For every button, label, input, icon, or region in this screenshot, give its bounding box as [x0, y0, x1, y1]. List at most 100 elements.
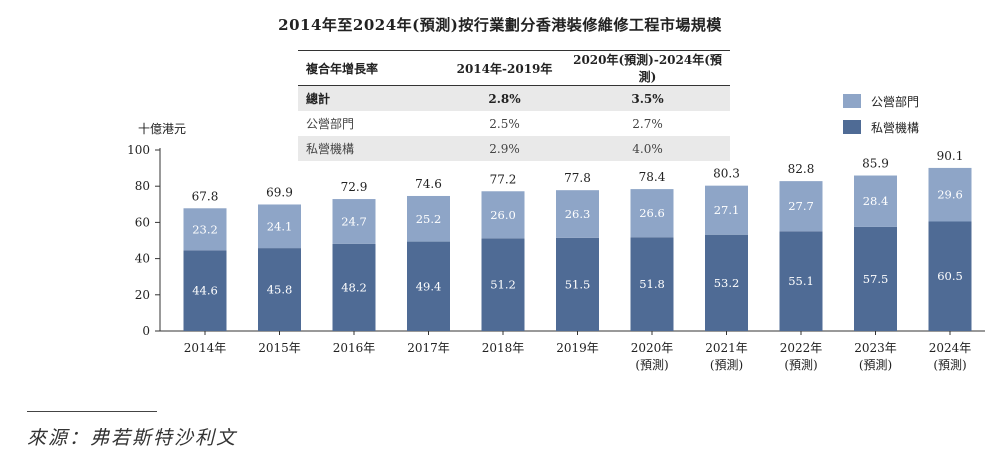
bar-segment-private: [854, 226, 897, 331]
source-note: 來源：弗若斯特沙利文: [27, 427, 238, 449]
x-tick-label: 2018年: [482, 341, 525, 355]
y-tick-label: 60: [135, 215, 150, 229]
value-label-private: 45.8: [267, 283, 293, 297]
bar-segment-public: [332, 199, 376, 244]
x-tick-label: 2019年: [556, 341, 599, 355]
total-label: 67.8: [192, 189, 219, 203]
total-label: 74.6: [415, 177, 442, 191]
bar-segment-private: [705, 234, 748, 331]
bar-segment-public: [705, 185, 748, 235]
bar-segment-private: [258, 248, 301, 331]
cagr-row-public: 公營部門 2.5% 2.7%: [298, 111, 730, 136]
value-label-public: 28.4: [863, 194, 889, 208]
bar-segment-public: [556, 190, 599, 238]
total-label: 72.9: [341, 180, 368, 194]
total-label: 85.9: [862, 157, 889, 171]
bar-segment-public: [183, 208, 227, 251]
value-label-private: 51.2: [490, 278, 516, 292]
value-label-public: 24.7: [341, 214, 367, 228]
value-label-private: 57.5: [863, 272, 889, 286]
value-label-public: 27.1: [714, 203, 740, 217]
bar-segment-public: [481, 191, 525, 239]
value-label-public: 29.6: [937, 188, 963, 202]
y-tick-label: 80: [135, 179, 150, 193]
x-tick-label: (預測): [635, 358, 668, 372]
bar-segment-private: [630, 237, 674, 331]
bar-segment-public: [630, 189, 674, 238]
cagr-table-header: 複合年增長率 2014年-2019年 2020年(預測)-2024年(預測): [298, 50, 730, 86]
value-label-private: 55.1: [788, 274, 814, 288]
total-label: 82.8: [788, 162, 815, 176]
value-label-private: 51.5: [565, 277, 591, 291]
total-label: 69.9: [266, 185, 293, 199]
y-tick-label: 40: [135, 252, 150, 266]
bar-segment-private: [332, 243, 376, 331]
cagr-row-value-2: 3.5%: [565, 85, 730, 111]
value-label-private: 48.2: [341, 280, 367, 294]
total-label: 77.2: [490, 172, 517, 186]
value-label-public: 27.7: [788, 199, 814, 213]
bar-segment-private: [183, 250, 227, 331]
bar-segment-private: [481, 238, 525, 331]
bar-segment-private: [407, 241, 450, 331]
legend-label-private: 私營機構: [871, 120, 920, 135]
value-label-private: 60.5: [937, 269, 963, 283]
value-label-private: 53.2: [714, 276, 740, 290]
chart-legend: 公營部門 私營機構: [843, 92, 919, 144]
cagr-row-total: 總計 2.8% 3.5%: [298, 85, 730, 111]
y-tick-label: 100: [127, 143, 150, 157]
cagr-row-value-1: 2.9%: [444, 136, 565, 161]
total-label: 80.3: [713, 167, 740, 181]
x-tick-label: (預測): [933, 358, 966, 372]
value-label-public: 23.2: [192, 222, 218, 236]
x-tick-label: (預測): [784, 358, 817, 372]
bar-segment-private: [779, 231, 823, 331]
value-label-public: 26.6: [639, 206, 665, 220]
value-label-private: 49.4: [416, 279, 442, 293]
legend-label-public: 公營部門: [871, 94, 920, 109]
cagr-row-value-2: 2.7%: [632, 116, 663, 131]
bar-segment-public: [928, 167, 972, 222]
x-tick-label: 2016年: [333, 341, 376, 355]
x-tick-label: (預測): [710, 358, 743, 372]
cagr-row-private: 私營機構 2.9% 4.0%: [298, 136, 730, 161]
cagr-row-value-1: 2.5%: [489, 116, 520, 131]
legend-swatch-private: [843, 120, 861, 134]
total-label: 78.4: [639, 170, 666, 184]
chart-title: 2014年至2024年(預測)按行業劃分香港裝修維修工程市場規模: [278, 16, 722, 34]
x-tick-label: 2021年: [705, 341, 748, 355]
cagr-header-period-2: 2020年(預測)-2024年(預測): [565, 50, 730, 86]
x-tick-label: 2020年: [631, 341, 674, 355]
legend-item-private: 私營機構: [843, 118, 919, 136]
x-tick-label: 2014年: [184, 341, 227, 355]
bar-segment-public: [779, 181, 823, 232]
value-label-public: 25.2: [416, 212, 442, 226]
bar-segment-private: [928, 221, 972, 331]
cagr-table: 複合年增長率 2014年-2019年 2020年(預測)-2024年(預測) 總…: [298, 50, 730, 161]
value-label-public: 24.1: [267, 219, 293, 233]
stacked-bar-chart: 0 20 40 60 80 100 44.6 23.2 67.8 2014年 45.8 24.1 69.…: [127, 143, 985, 372]
cagr-header-period-1: 2014年-2019年: [444, 50, 565, 86]
y-axis-unit-label: 十億港元: [138, 122, 187, 136]
bar-segment-public: [258, 204, 301, 249]
legend-item-public: 公營部門: [843, 92, 919, 110]
total-label: 77.8: [564, 171, 591, 185]
cagr-row-label: 私營機構: [298, 136, 444, 161]
value-label-public: 26.0: [490, 208, 516, 222]
value-label-public: 26.3: [565, 207, 591, 221]
y-tick-label: 0: [142, 324, 150, 338]
cagr-header-label: 複合年增長率: [298, 50, 444, 86]
cagr-row-label: 公營部門: [306, 117, 355, 131]
x-tick-label: 2023年: [854, 341, 897, 355]
value-label-private: 51.8: [639, 277, 665, 291]
source-divider: [27, 411, 157, 412]
bar-segment-private: [556, 237, 599, 331]
x-tick-label: 2024年: [929, 341, 972, 355]
legend-swatch-public: [843, 94, 861, 108]
cagr-row-value-2: 4.0%: [565, 136, 730, 161]
cagr-row-value-1: 2.8%: [444, 85, 565, 111]
x-tick-label: (預測): [859, 358, 892, 372]
x-tick-label: 2017年: [407, 341, 450, 355]
x-tick-label: 2022年: [780, 341, 823, 355]
bar-segment-public: [854, 175, 897, 227]
